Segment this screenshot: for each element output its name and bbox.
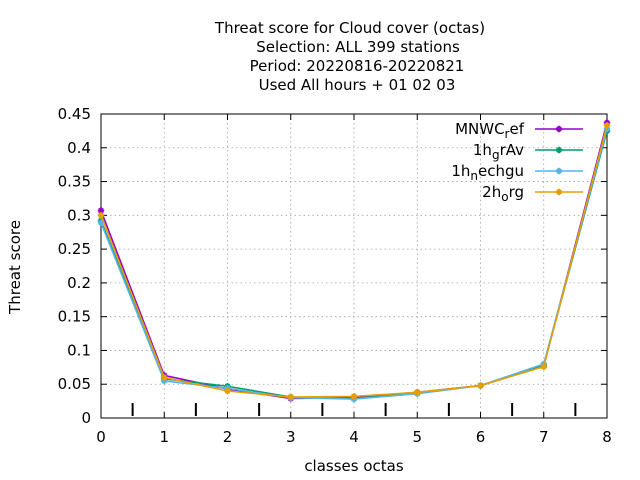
x-tick-label: 2 [223, 428, 233, 446]
data-point [540, 363, 547, 370]
title-line-1: Threat score for Cloud cover (octas) [214, 19, 485, 37]
data-point [603, 122, 611, 129]
x-tick-label: 4 [349, 428, 359, 446]
data-point [161, 374, 168, 381]
y-tick-label: 0.2 [67, 274, 91, 292]
y-tick-label: 0.15 [58, 308, 91, 326]
data-point [224, 387, 231, 395]
title-line-2: Selection: ALL 399 stations [256, 38, 460, 56]
legend-label-base: 1h [473, 141, 492, 159]
legend-label-subscript: o [501, 190, 508, 204]
y-axis-label: Threat score [6, 220, 24, 315]
y-tick-label: 0.45 [58, 105, 91, 123]
x-axis-label: classes octas [304, 457, 404, 475]
legend-label: 2horg [482, 183, 524, 204]
data-point [414, 389, 421, 396]
grid-lines [101, 114, 607, 418]
legend-entry: 1hnechgu [451, 162, 583, 183]
legend-label-base: 2h [482, 183, 501, 201]
data-point-marker [414, 389, 421, 396]
legend-label-subscript: g [492, 148, 500, 162]
y-tick-label: 0.4 [67, 139, 91, 157]
data-point-marker [287, 394, 294, 400]
series-0 [97, 119, 611, 402]
series-line [100, 125, 608, 398]
x-tick-label: 3 [286, 428, 296, 446]
legend-label-rest: rg [509, 183, 524, 201]
x-tick-label: 8 [602, 428, 612, 446]
x-tick-label: 0 [96, 428, 106, 446]
chart-title: Threat score for Cloud cover (octas) Sel… [214, 19, 485, 94]
legend-label: 1hgrAv [473, 141, 524, 162]
data-point-marker [98, 212, 104, 219]
data-point-marker [556, 147, 562, 153]
legend-entry: 2horg [482, 183, 583, 204]
data-point-marker [556, 126, 562, 132]
data-point [97, 212, 105, 219]
data-point-marker [556, 168, 562, 174]
legend-entry: 1hgrAv [473, 141, 583, 162]
legend-label-rest: rAv [500, 141, 525, 159]
title-line-4: Used All hours + 01 02 03 [259, 76, 456, 94]
data-series [97, 119, 611, 403]
data-point-marker [351, 393, 357, 400]
series-3 [97, 122, 611, 401]
data-point [477, 382, 484, 389]
x-tick-label: 7 [539, 428, 549, 446]
legend-label-subscript: r [505, 127, 510, 141]
legend-label-rest: ef [509, 120, 524, 138]
y-tick-label: 0.3 [67, 206, 91, 224]
y-tick-label: 0.35 [58, 173, 91, 191]
axis-ticks: 0 0.05 0.1 0.15 0.2 0.25 0.3 0.35 0.4 0.45 0 1 2 3 4 5 6… [58, 105, 612, 446]
data-point-marker [477, 382, 484, 389]
legend-label: 1hnechgu [451, 162, 524, 183]
data-point-marker [161, 374, 168, 381]
data-point-marker [556, 189, 562, 195]
legend-label-subscript: n [470, 169, 478, 183]
legend-label: MNWCref [455, 120, 525, 141]
x-tick-label: 5 [412, 428, 422, 446]
y-tick-label: 0.05 [58, 375, 91, 393]
data-point-marker [604, 122, 610, 129]
legend-label-base: 1h [451, 162, 470, 180]
class-separators [131, 403, 577, 416]
legend-label-rest: echgu [478, 162, 524, 180]
y-tick-label: 0 [81, 409, 91, 427]
data-point [287, 393, 294, 401]
data-point [350, 393, 358, 400]
legend-label-base: MNWC [455, 120, 504, 138]
x-tick-label: 1 [159, 428, 169, 446]
legend-entry: MNWCref [455, 120, 583, 141]
y-tick-label: 0.1 [67, 341, 91, 359]
title-line-3: Period: 20220816-20220821 [250, 57, 465, 75]
y-tick-label: 0.25 [58, 240, 91, 258]
data-point-marker [224, 388, 231, 394]
data-point-marker [98, 207, 104, 214]
x-tick-label: 6 [476, 428, 486, 446]
data-point-marker [540, 363, 547, 370]
